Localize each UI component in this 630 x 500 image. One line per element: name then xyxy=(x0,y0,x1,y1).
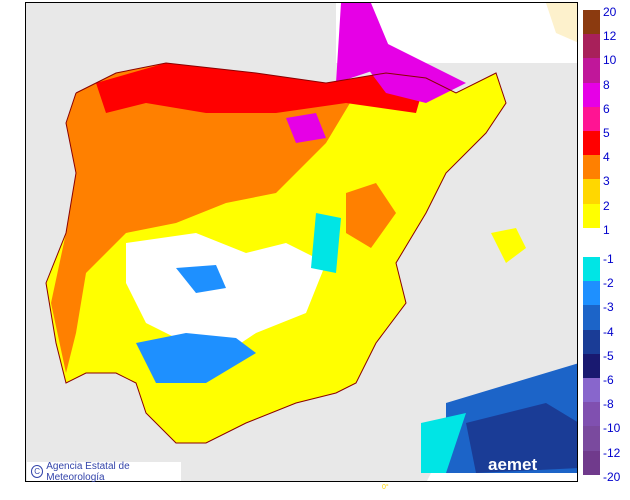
legend-label: -6 xyxy=(603,373,614,387)
anomaly-map xyxy=(25,2,578,482)
france-land xyxy=(546,3,577,43)
legend-label: 10 xyxy=(603,53,617,68)
legend-swatch xyxy=(583,34,600,59)
legend-label: -2 xyxy=(603,276,614,291)
legend-label: 1 xyxy=(603,222,610,237)
neutral-centre xyxy=(126,233,326,353)
warm-west xyxy=(51,63,356,373)
legend-swatch xyxy=(583,106,600,131)
legend-swatch xyxy=(583,131,600,156)
legend-swatch xyxy=(583,426,600,451)
legend-swatch xyxy=(583,58,600,83)
sea-cyan-area xyxy=(421,413,466,473)
legend-label: 4 xyxy=(603,150,610,165)
legend-label: 5 xyxy=(603,126,610,140)
legend-swatch xyxy=(583,155,600,180)
cool-south xyxy=(136,333,256,383)
balearic-islands xyxy=(491,228,526,263)
legend-swatch xyxy=(583,203,600,228)
legend-swatch xyxy=(583,305,600,330)
longitude-label: 0° xyxy=(382,484,389,491)
legend-label: -3 xyxy=(603,300,614,315)
legend-label: 3 xyxy=(603,174,610,189)
legend-label: 2 xyxy=(603,198,610,213)
map-svg xyxy=(26,3,577,481)
legend-label: 12 xyxy=(603,29,617,44)
legend-label: 20 xyxy=(603,5,617,19)
very-hot-northeast xyxy=(356,43,466,103)
legend-swatch xyxy=(583,10,600,35)
legend-swatch xyxy=(583,329,600,354)
legend-label: 8 xyxy=(603,77,610,92)
legend-label: -5 xyxy=(603,348,614,363)
credit-text: Agencia Estatal de Meteorología xyxy=(46,460,130,483)
warm-east xyxy=(346,183,396,248)
legend-label: -4 xyxy=(603,324,614,339)
legend-label: -8 xyxy=(603,397,614,412)
very-hot-rioja xyxy=(286,113,326,143)
legend-swatch xyxy=(583,179,600,204)
credit-label: C Agencia Estatal de Meteorología xyxy=(27,460,181,483)
cool-east-centre xyxy=(311,213,341,273)
legend-swatch xyxy=(583,257,600,282)
legend-swatch xyxy=(583,402,600,427)
legend-swatch xyxy=(583,281,600,306)
legend-label: 6 xyxy=(603,101,610,116)
hot-north xyxy=(96,63,426,113)
sea-colder-area xyxy=(466,403,577,473)
legend-swatch xyxy=(583,378,600,403)
legend-swatch xyxy=(583,450,600,475)
legend-label: -1 xyxy=(603,252,614,266)
legend-swatch xyxy=(583,82,600,107)
legend-label: -20 xyxy=(603,469,621,484)
legend-label: -12 xyxy=(603,445,621,460)
legend-label: -10 xyxy=(603,421,621,436)
legend-swatch xyxy=(583,353,600,378)
cool-centre xyxy=(176,265,226,293)
coastline xyxy=(45,62,507,444)
copyright-icon: C xyxy=(31,465,44,478)
aemet-logo: aemet xyxy=(488,455,538,474)
